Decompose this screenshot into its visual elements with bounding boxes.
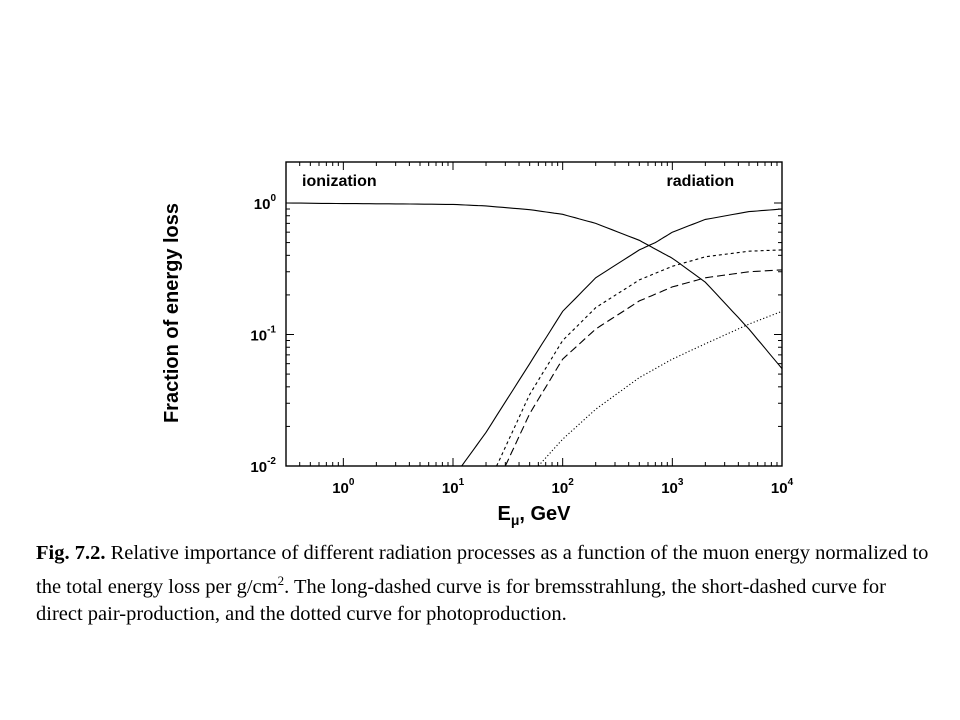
- y-axis-label: Fraction of energy loss: [161, 203, 183, 423]
- x-tick-label-base: 10: [442, 480, 459, 497]
- x-tick-labels: 100 101 102 103 104: [332, 477, 793, 497]
- y-tick-label-base: 10: [250, 459, 267, 476]
- series-solid: [285, 202, 783, 369]
- plot-frame: [285, 161, 783, 467]
- caption-superscript: 2: [277, 573, 285, 588]
- y-tick-label: 10-1: [250, 325, 276, 345]
- x-tick-label-exp: 2: [568, 477, 574, 488]
- figure-caption: Fig. 7.2. Relative importance of differe…: [36, 540, 936, 628]
- x-tick-label-base: 10: [552, 480, 569, 497]
- y-tick-label-exp: -2: [267, 456, 276, 467]
- x-tick-label-base: 10: [661, 480, 678, 497]
- chart-annotation: radiation: [667, 173, 735, 190]
- x-tick-label-base: 10: [771, 480, 788, 497]
- chart-annotation: ionization: [302, 173, 377, 190]
- x-tick-label-exp: 4: [788, 477, 794, 488]
- series-dotted: [537, 310, 783, 467]
- series-solid: [461, 208, 783, 467]
- y-tick-label: 100: [254, 193, 277, 213]
- x-tick-label: 101: [442, 477, 465, 497]
- x-axis-label-rest: , GeV: [519, 503, 571, 525]
- y-tick-label-base: 10: [250, 328, 267, 345]
- x-tick-label-exp: 0: [349, 477, 355, 488]
- caption-text-end: . The long-dashed curve is for bremsstra…: [36, 575, 886, 625]
- chart-annotations: ionization radiation: [302, 173, 734, 190]
- x-tick-label-exp: 3: [678, 477, 684, 488]
- caption-label: Fig. 7.2.: [36, 542, 106, 564]
- x-tick-label-exp: 1: [459, 477, 465, 488]
- x-axis-label-main: E: [497, 503, 510, 525]
- y-tick-label: 10-2: [250, 456, 276, 476]
- x-tick-label-base: 10: [332, 480, 349, 497]
- y-tick-label-exp: 0: [270, 193, 276, 204]
- x-tick-label: 103: [661, 477, 684, 497]
- x-tick-label: 102: [552, 477, 575, 497]
- series-short-dashed: [496, 249, 783, 467]
- axis-ticks: [285, 162, 783, 467]
- chart-series: [285, 202, 783, 467]
- x-axis-label-sub: μ: [511, 512, 520, 528]
- series-long-dashed: [504, 269, 783, 467]
- y-tick-label-exp: -1: [267, 325, 276, 336]
- caption-text-start: Relative importance of different radiati…: [36, 542, 929, 598]
- x-tick-label: 104: [771, 477, 794, 497]
- x-axis-label: Eμ, GeV: [497, 503, 571, 528]
- y-tick-label-base: 10: [254, 196, 271, 213]
- x-tick-label: 100: [332, 477, 355, 497]
